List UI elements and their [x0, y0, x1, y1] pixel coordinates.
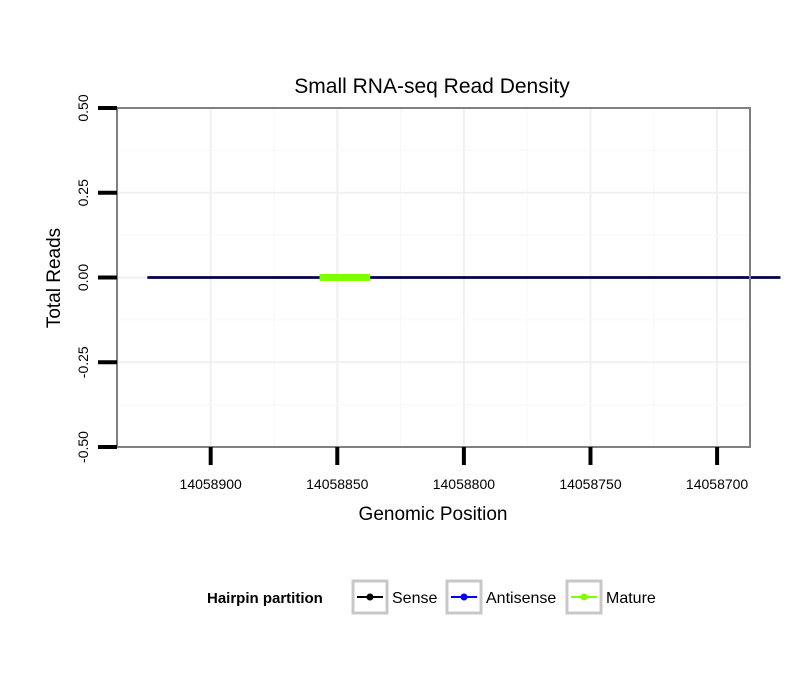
y-tick-label: -0.25: [75, 346, 91, 378]
legend-items: Sense Antisense Mature: [351, 579, 656, 615]
x-tick-label: 14058850: [306, 476, 369, 492]
legend-label: Antisense: [486, 590, 556, 607]
legend-title: Hairpin partition: [207, 590, 323, 607]
x-tick-label: 14058900: [180, 476, 243, 492]
legend-label: Mature: [606, 590, 656, 607]
x-tick-label: 14058700: [686, 476, 749, 492]
y-tick-label: 0.00: [75, 264, 91, 291]
legend-key-dot: [580, 593, 588, 601]
legend-item-antisense: Antisense: [445, 579, 556, 615]
x-axis-title: Genomic Position: [359, 504, 508, 525]
y-tick-label: -0.50: [75, 431, 91, 463]
legend-key-dot: [460, 593, 468, 601]
chart-title: Small RNA-seq Read Density: [294, 75, 570, 98]
legend-item-sense: Sense: [351, 579, 437, 615]
y-tick-label: 0.25: [75, 179, 91, 206]
y-tick-label: 0.50: [75, 94, 91, 121]
legend: Hairpin partition Sense Antisense Mature: [207, 579, 656, 615]
x-tick-label: 14058750: [559, 476, 622, 492]
legend-item-mature: Mature: [565, 579, 656, 615]
x-tick-label: 14058800: [433, 476, 496, 492]
legend-key-dot: [366, 593, 374, 601]
axes: 0.50 0.25 0.00 -0.25 -0.50 14058900 14058850 14…: [75, 94, 748, 492]
y-axis-title: Total Reads: [44, 228, 65, 328]
legend-label: Sense: [392, 590, 437, 607]
